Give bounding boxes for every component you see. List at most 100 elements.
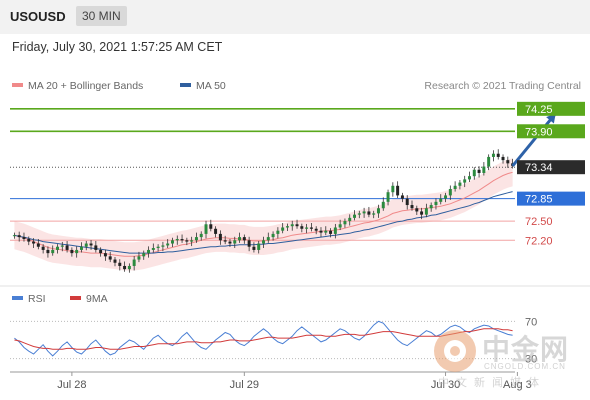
candle: [209, 219, 213, 232]
level-label: 72.20: [525, 235, 553, 247]
candle: [429, 202, 433, 212]
forecast-arrow: [511, 112, 557, 167]
legend-swatch: [70, 296, 81, 300]
candle: [142, 250, 146, 260]
candle: [333, 223, 337, 239]
candle: [60, 241, 64, 252]
candle: [281, 222, 285, 234]
candle: [439, 194, 443, 205]
candle: [70, 247, 74, 257]
candle: [285, 223, 289, 232]
level-label: 72.85: [525, 194, 553, 206]
x-tick-label: Jul 30: [431, 379, 460, 391]
candle: [75, 246, 79, 258]
level-label: 74.25: [525, 104, 553, 116]
rsi-level-label: 30: [525, 354, 537, 366]
candle: [127, 263, 131, 273]
candle: [468, 171, 471, 182]
candle: [132, 256, 136, 271]
candle: [391, 182, 395, 197]
forecast-arrow-head: [546, 113, 556, 124]
candle: [252, 242, 256, 253]
chart-header: USOUSD 30 MIN: [0, 0, 590, 34]
level-label: 72.50: [525, 216, 553, 228]
candle: [84, 240, 88, 251]
x-tick-label: Aug 3: [503, 379, 532, 391]
legend-swatch: [180, 83, 191, 87]
rsi-line: [14, 320, 513, 357]
candle: [372, 210, 376, 219]
candle: [472, 167, 476, 180]
candle: [194, 232, 198, 243]
watermark-logo: 中金网 CNGOLD.COM.CN 中文新闻媒体: [432, 326, 582, 390]
candle: [228, 239, 232, 248]
candle: [405, 195, 409, 210]
candle: [199, 231, 203, 241]
candle: [271, 231, 275, 241]
candle: [51, 245, 55, 256]
candle: [36, 239, 40, 250]
candle: [367, 206, 371, 218]
level-label: 73.34: [525, 162, 553, 174]
candle: [420, 207, 424, 220]
candle: [381, 197, 385, 211]
candle: [410, 200, 414, 211]
candle: [362, 207, 366, 218]
candle: [118, 259, 122, 271]
candle: [453, 181, 457, 192]
candle: [27, 236, 31, 246]
level-tag: [517, 124, 585, 139]
legend-label: 9MA: [86, 293, 108, 305]
candle: [496, 149, 500, 160]
candle: [329, 228, 333, 238]
candle: [238, 232, 242, 243]
chart-datetime: Friday, July 30, 2021 1:57:25 AM CET: [12, 40, 223, 54]
candle: [185, 237, 189, 246]
candle: [491, 150, 495, 162]
candle: [501, 154, 505, 164]
candle: [99, 247, 103, 257]
candle: [151, 243, 155, 253]
candle: [156, 244, 160, 252]
candle: [424, 203, 428, 218]
candle: [487, 154, 491, 171]
candle: [415, 205, 419, 215]
candle: [434, 198, 438, 210]
rsi-level-label: 70: [525, 316, 537, 328]
candle: [262, 236, 265, 249]
candle: [257, 240, 261, 254]
candle: [56, 244, 59, 254]
candle: [137, 251, 141, 263]
candle: [147, 246, 151, 258]
candle: [448, 185, 452, 200]
candle: [477, 166, 481, 178]
candle: [343, 218, 347, 228]
candle: [17, 231, 21, 242]
candle: [376, 204, 380, 218]
candle: [305, 223, 309, 234]
chart-credit: Research © 2021 Trading Central: [424, 80, 581, 92]
candle: [386, 189, 390, 206]
candle: [204, 220, 208, 239]
interval-button[interactable]: 30 MIN: [76, 6, 127, 26]
candle: [290, 220, 294, 231]
candle: [175, 235, 179, 245]
candle: [214, 226, 218, 238]
legend-label: MA 20 + Bollinger Bands: [28, 80, 143, 92]
candle: [161, 241, 165, 252]
candle: [482, 162, 486, 176]
candle: [12, 232, 16, 239]
level-tag: [517, 160, 585, 175]
level-label: 73.90: [525, 126, 553, 138]
candle: [103, 249, 107, 261]
legend-swatch: [12, 83, 23, 87]
candle: [89, 239, 93, 250]
candle: [190, 236, 194, 247]
candle: [309, 222, 313, 232]
candle: [41, 244, 45, 254]
candle: [458, 180, 462, 190]
candle: [319, 227, 323, 238]
candle: [400, 192, 404, 203]
candle: [123, 261, 127, 272]
